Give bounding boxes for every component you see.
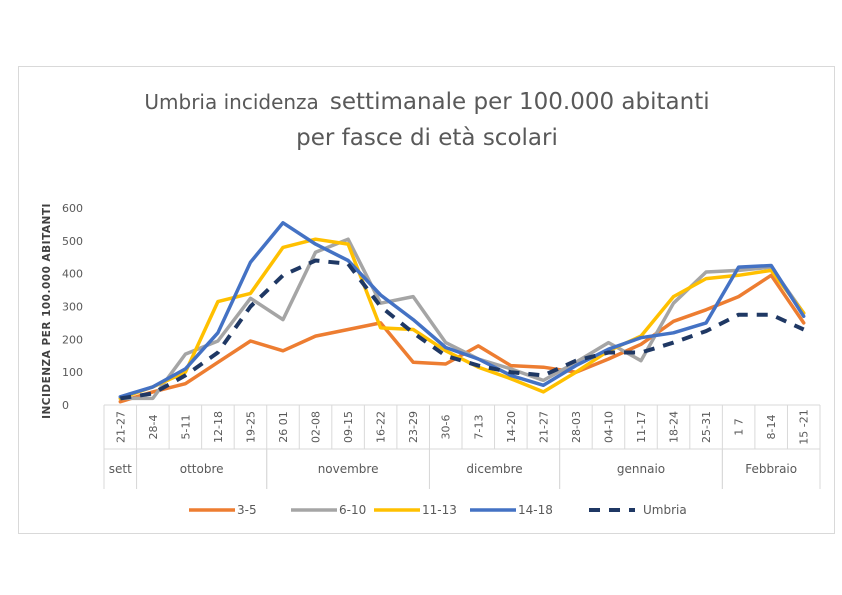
series-line-3-5 bbox=[118, 273, 806, 404]
y-axis-label: INCIDENZA PER 100.000 ABITANTI bbox=[41, 203, 53, 419]
x-tick-label: 14-20 bbox=[505, 411, 518, 443]
x-tick-label: 8-14 bbox=[765, 415, 778, 440]
x-tick-label: 11-17 bbox=[635, 411, 648, 443]
x-tick-label: 21-27 bbox=[114, 411, 127, 443]
axes-group: 0 100 200 300 400 500 600 21-27 28-4 5-11 12-18 19-… bbox=[62, 202, 821, 489]
x-tick-label: 09-15 bbox=[342, 411, 355, 443]
y-tick-label: 100 bbox=[62, 366, 83, 379]
y-tick-label: 200 bbox=[62, 333, 83, 346]
x-tick-label: 1 7 bbox=[733, 418, 746, 436]
month-label: ottobre bbox=[180, 462, 224, 476]
month-label: sett bbox=[109, 462, 132, 476]
month-label: dicembre bbox=[466, 462, 522, 476]
legend-label: 6-10 bbox=[339, 503, 366, 517]
series-group bbox=[118, 221, 806, 404]
x-tick-label: 19-25 bbox=[244, 411, 257, 443]
chart-title-part2: settimanale per 100.000 abitanti bbox=[330, 89, 710, 115]
legend-label: 11-13 bbox=[422, 503, 457, 517]
month-label: novembre bbox=[318, 462, 379, 476]
legend-label: 14-18 bbox=[518, 503, 553, 517]
x-tick-label: 30-6 bbox=[440, 415, 453, 440]
x-tick-label: 26 01 bbox=[277, 411, 290, 443]
y-tick-label: 500 bbox=[62, 235, 83, 248]
x-tick-label: 18-24 bbox=[668, 411, 681, 443]
month-label: Febbraio bbox=[745, 462, 797, 476]
legend-label: 3-5 bbox=[237, 503, 257, 517]
x-tick-label: 7-13 bbox=[472, 415, 485, 440]
legend: 3-5 6-10 11-13 14-18 Umbria bbox=[189, 503, 687, 517]
chart-title-line2: per fasce di età scolari bbox=[296, 125, 558, 151]
x-tick-label: 15 -21 bbox=[798, 409, 811, 444]
x-tick-label: 04-10 bbox=[602, 411, 615, 443]
line-chart: Umbria incidenza settimanale per 100.000… bbox=[41, 89, 821, 517]
y-tick-label: 300 bbox=[62, 301, 83, 314]
x-tick-label: 16-22 bbox=[375, 411, 388, 443]
series-line-14-18 bbox=[118, 221, 806, 399]
series-line-umbria bbox=[120, 258, 805, 401]
chart-frame: Umbria incidenza settimanale per 100.000… bbox=[18, 66, 835, 534]
chart-title-line1: Umbria incidenza settimanale per 100.000… bbox=[144, 89, 709, 115]
x-tick-label: 28-4 bbox=[147, 415, 160, 440]
x-tick-label: 5-11 bbox=[179, 415, 192, 440]
y-tick-label: 600 bbox=[62, 202, 83, 215]
x-tick-label: 02-08 bbox=[310, 411, 323, 443]
x-tick-label: 25-31 bbox=[700, 411, 713, 443]
legend-label: Umbria bbox=[643, 503, 687, 517]
chart-title-part1: Umbria incidenza bbox=[144, 90, 318, 114]
x-tick-label: 12-18 bbox=[212, 411, 225, 443]
x-tick-label: 28-03 bbox=[570, 411, 583, 443]
month-label: gennaio bbox=[617, 462, 665, 476]
y-tick-label: 0 bbox=[62, 399, 69, 412]
x-tick-label: 21-27 bbox=[537, 411, 550, 443]
y-tick-label: 400 bbox=[62, 268, 83, 281]
x-tick-label: 23-29 bbox=[407, 411, 420, 443]
